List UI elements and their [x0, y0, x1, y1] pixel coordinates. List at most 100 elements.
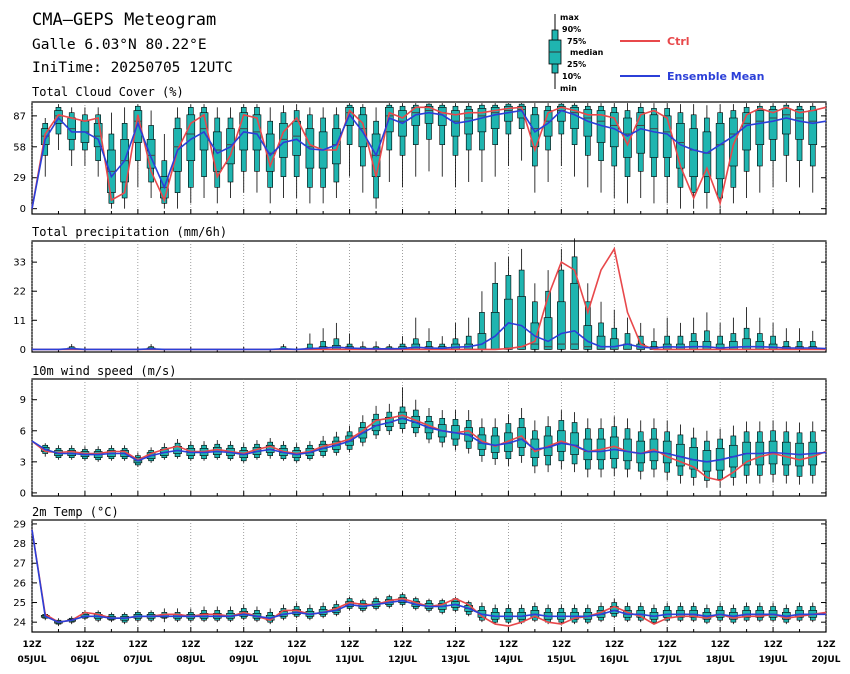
x-date-label: 20JUL — [812, 655, 841, 665]
y-tick-label: 9 — [20, 395, 26, 406]
legend-label-max: max — [560, 13, 580, 22]
x-date-label: 19JUL — [759, 655, 788, 665]
x-hour-label: 12Z — [393, 640, 413, 650]
x-hour-label: 12Z — [22, 640, 42, 650]
ensemble-mean-series-line — [31, 417, 827, 463]
box-25-75 — [424, 105, 434, 124]
box-25-75 — [609, 112, 619, 148]
box-25-75 — [808, 110, 818, 145]
box-25-75 — [702, 131, 712, 177]
chart-title: CMA—GEPS Meteogram — [32, 10, 216, 30]
x-hour-label: 12Z — [446, 640, 466, 650]
x-hour-label: 12Z — [287, 640, 307, 650]
box-25-75 — [292, 120, 301, 156]
x-hour-label: 12Z — [75, 640, 95, 650]
box-25-75 — [543, 317, 553, 350]
y-tick-label: 0 — [20, 204, 26, 215]
box-25-75 — [133, 110, 143, 143]
box-25-75 — [557, 301, 566, 350]
box-25-75 — [702, 341, 712, 350]
legend-label-p75: 75% — [567, 37, 586, 46]
legend: max 90% 75% median 25% 10% min Ctrl Ense… — [548, 13, 764, 93]
box-25-75 — [93, 123, 103, 148]
box-25-75 — [755, 110, 765, 145]
y-tick-label: 87 — [13, 111, 26, 122]
legend-mean-label: Ensemble Mean — [667, 70, 764, 83]
x-date-label: 07JUL — [123, 655, 152, 665]
init-time: IniTime: 20250705 12UTC — [32, 60, 233, 76]
station-location: Galle 6.03°N 80.22°E — [32, 37, 207, 53]
box-25-75 — [570, 107, 579, 129]
box-25-75 — [517, 296, 526, 350]
panel-title-wind: 10m wind speed (m/s) — [32, 364, 177, 378]
panel-wind-speed: 0 3 6 9 — [20, 378, 827, 499]
box-25-75 — [742, 338, 751, 350]
ensemble-mean-series-line — [31, 529, 826, 624]
box-25-75 — [477, 333, 487, 350]
x-hour-label: 12Z — [340, 640, 360, 650]
box-25-75 — [583, 325, 593, 350]
panel-temperature: 24 25 26 27 28 29 — [13, 519, 827, 633]
x-hour-label: 12Z — [181, 640, 201, 650]
box-25-75 — [662, 440, 672, 464]
box-25-75 — [570, 282, 579, 350]
time-axis: 12Z 05JUL 12Z 06JUL 12Z 07JUL 12Z 08JUL 12Z 09JUL… — [18, 640, 841, 665]
x-date-label: 14JUL — [494, 655, 523, 665]
box-25-75 — [781, 108, 791, 135]
x-date-label: 11JUL — [335, 655, 364, 665]
ctrl-series-line — [31, 106, 827, 209]
box-25-75 — [490, 312, 500, 350]
panel-cloud-cover: 0 29 58 87 — [13, 101, 827, 215]
y-tick-label: 22 — [13, 287, 26, 298]
x-hour-label: 12Z — [605, 640, 625, 650]
x-date-label: 08JUL — [176, 655, 205, 665]
legend-label-median: median — [570, 48, 604, 57]
x-date-label: 13JUL — [441, 655, 470, 665]
box-25-75 — [715, 123, 725, 180]
legend-ctrl-label: Ctrl — [667, 35, 690, 48]
panel-precipitation: 0 11 22 33 — [13, 238, 827, 356]
ensemble-mean-series-line — [32, 322, 827, 351]
box-25-75 — [636, 112, 646, 154]
box-25-75 — [649, 114, 659, 158]
x-date-label: 16JUL — [600, 655, 629, 665]
panel-title-temp: 2m Temp (°C) — [32, 505, 119, 519]
y-tick-label: 3 — [20, 457, 26, 468]
panel-title-precip: Total precipitation (mm/6h) — [32, 225, 227, 239]
box-25-75 — [729, 117, 738, 167]
x-date-label: 15JUL — [547, 655, 576, 665]
legend-boxplot-key: max 90% 75% median 25% 10% min — [548, 13, 604, 93]
y-tick-label: 33 — [13, 258, 26, 269]
y-tick-label: 6 — [20, 426, 26, 437]
ensemble-mean-series-line — [31, 109, 827, 209]
y-tick-label: 11 — [13, 316, 26, 327]
box-25-75 — [742, 112, 751, 151]
y-tick-label: 0 — [20, 345, 26, 356]
legend-label-p25: 25% — [567, 60, 586, 69]
x-date-label: 12JUL — [388, 655, 417, 665]
box-25-75 — [477, 108, 487, 133]
x-date-label: 06JUL — [70, 655, 99, 665]
box-25-75 — [689, 341, 698, 350]
x-date-label: 18JUL — [706, 655, 735, 665]
x-date-label: 09JUL — [229, 655, 258, 665]
panel-title-cloud: Total Cloud Cover (%) — [32, 85, 184, 99]
box-25-75 — [755, 341, 765, 350]
box-25-75 — [689, 128, 698, 177]
y-tick-label: 0 — [20, 488, 26, 499]
legend-label-min: min — [560, 84, 577, 93]
box-25-75 — [609, 338, 619, 350]
y-tick-label: 29 — [13, 519, 26, 530]
x-date-label: 10JUL — [282, 655, 311, 665]
x-hour-label: 12Z — [234, 640, 254, 650]
x-hour-label: 12Z — [552, 640, 572, 650]
x-hour-label: 12Z — [764, 640, 784, 650]
box-25-75 — [570, 432, 579, 455]
y-tick-label: 28 — [13, 539, 26, 550]
x-hour-label: 12Z — [658, 640, 678, 650]
x-hour-label: 12Z — [816, 640, 836, 650]
x-date-label: 17JUL — [653, 655, 682, 665]
y-tick-label: 24 — [13, 618, 26, 629]
box-25-75 — [437, 107, 447, 126]
